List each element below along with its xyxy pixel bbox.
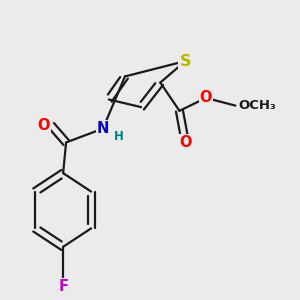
Text: O: O: [179, 135, 192, 150]
Text: N: N: [97, 121, 109, 136]
Text: OCH₃: OCH₃: [238, 99, 276, 112]
Text: H: H: [114, 130, 124, 143]
Text: S: S: [180, 54, 191, 69]
Text: F: F: [58, 279, 68, 294]
Text: O: O: [38, 118, 50, 133]
Text: O: O: [200, 90, 212, 105]
